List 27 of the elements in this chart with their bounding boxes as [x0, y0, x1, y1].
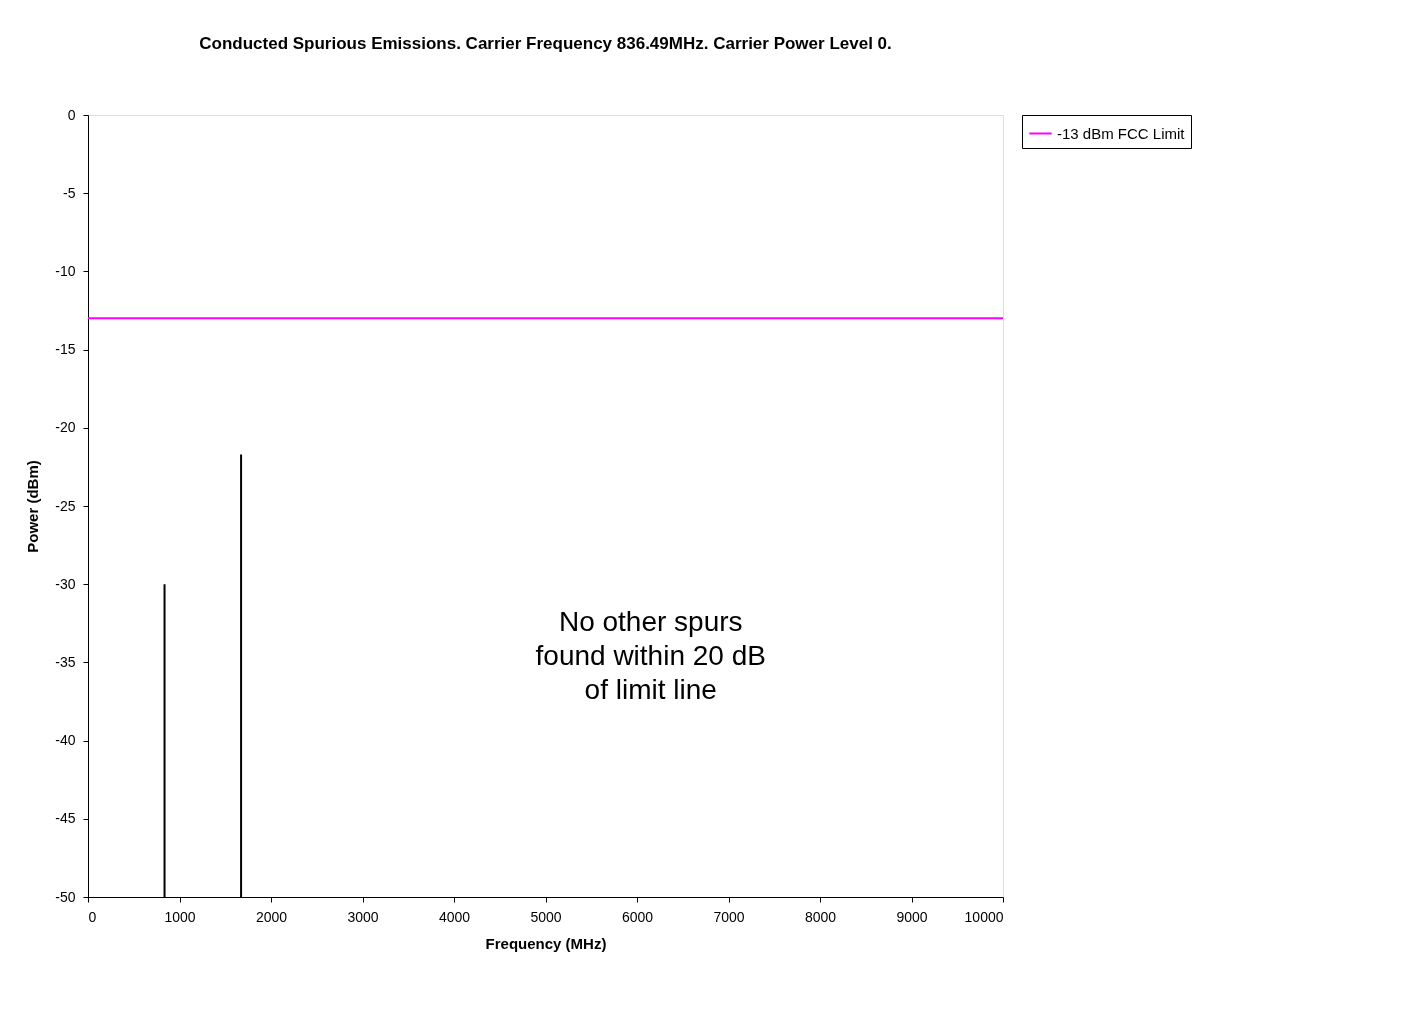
y-tick-label: -20 [55, 419, 76, 436]
y-tick-label: -5 [63, 184, 76, 201]
x-tick-label: 0 [88, 908, 97, 925]
y-tick-label: -10 [55, 262, 76, 279]
x-tick-label: 1000 [164, 908, 196, 925]
y-tick-label: -45 [55, 810, 76, 827]
legend-label: -13 dBm FCC Limit [1057, 124, 1186, 142]
x-tick-label: 3000 [347, 908, 379, 925]
x-tick-label: 6000 [621, 908, 654, 925]
x-tick-label: 2000 [255, 908, 288, 925]
x-tick-label: 4000 [438, 908, 471, 925]
y-axis-title: Power (dBm) [24, 460, 42, 553]
x-axis-title: Frequency (MHz) [485, 934, 607, 952]
y-tick-label: -50 [55, 888, 76, 905]
y-tick-label: -25 [55, 497, 76, 514]
y-tick-label: -40 [55, 732, 76, 749]
x-tick-label: 8000 [804, 908, 837, 925]
y-tick-label: -15 [55, 341, 76, 358]
x-tick-label: 7000 [713, 908, 745, 925]
y-tick-label: 0 [67, 106, 76, 123]
y-tick-label: -35 [55, 653, 76, 670]
y-tick-label: -30 [55, 575, 76, 592]
x-tick-label: 10000 [964, 908, 1004, 925]
annotation: No other spurs found within 20 dB of limit line [535, 606, 766, 706]
x-tick-label: 5000 [530, 908, 562, 925]
x-tick-label: 9000 [896, 908, 928, 925]
chart-title: Conducted Spurious Emissions. Carrier Frequency 836.49MHz. Carrier Power Level 0. [199, 34, 892, 53]
